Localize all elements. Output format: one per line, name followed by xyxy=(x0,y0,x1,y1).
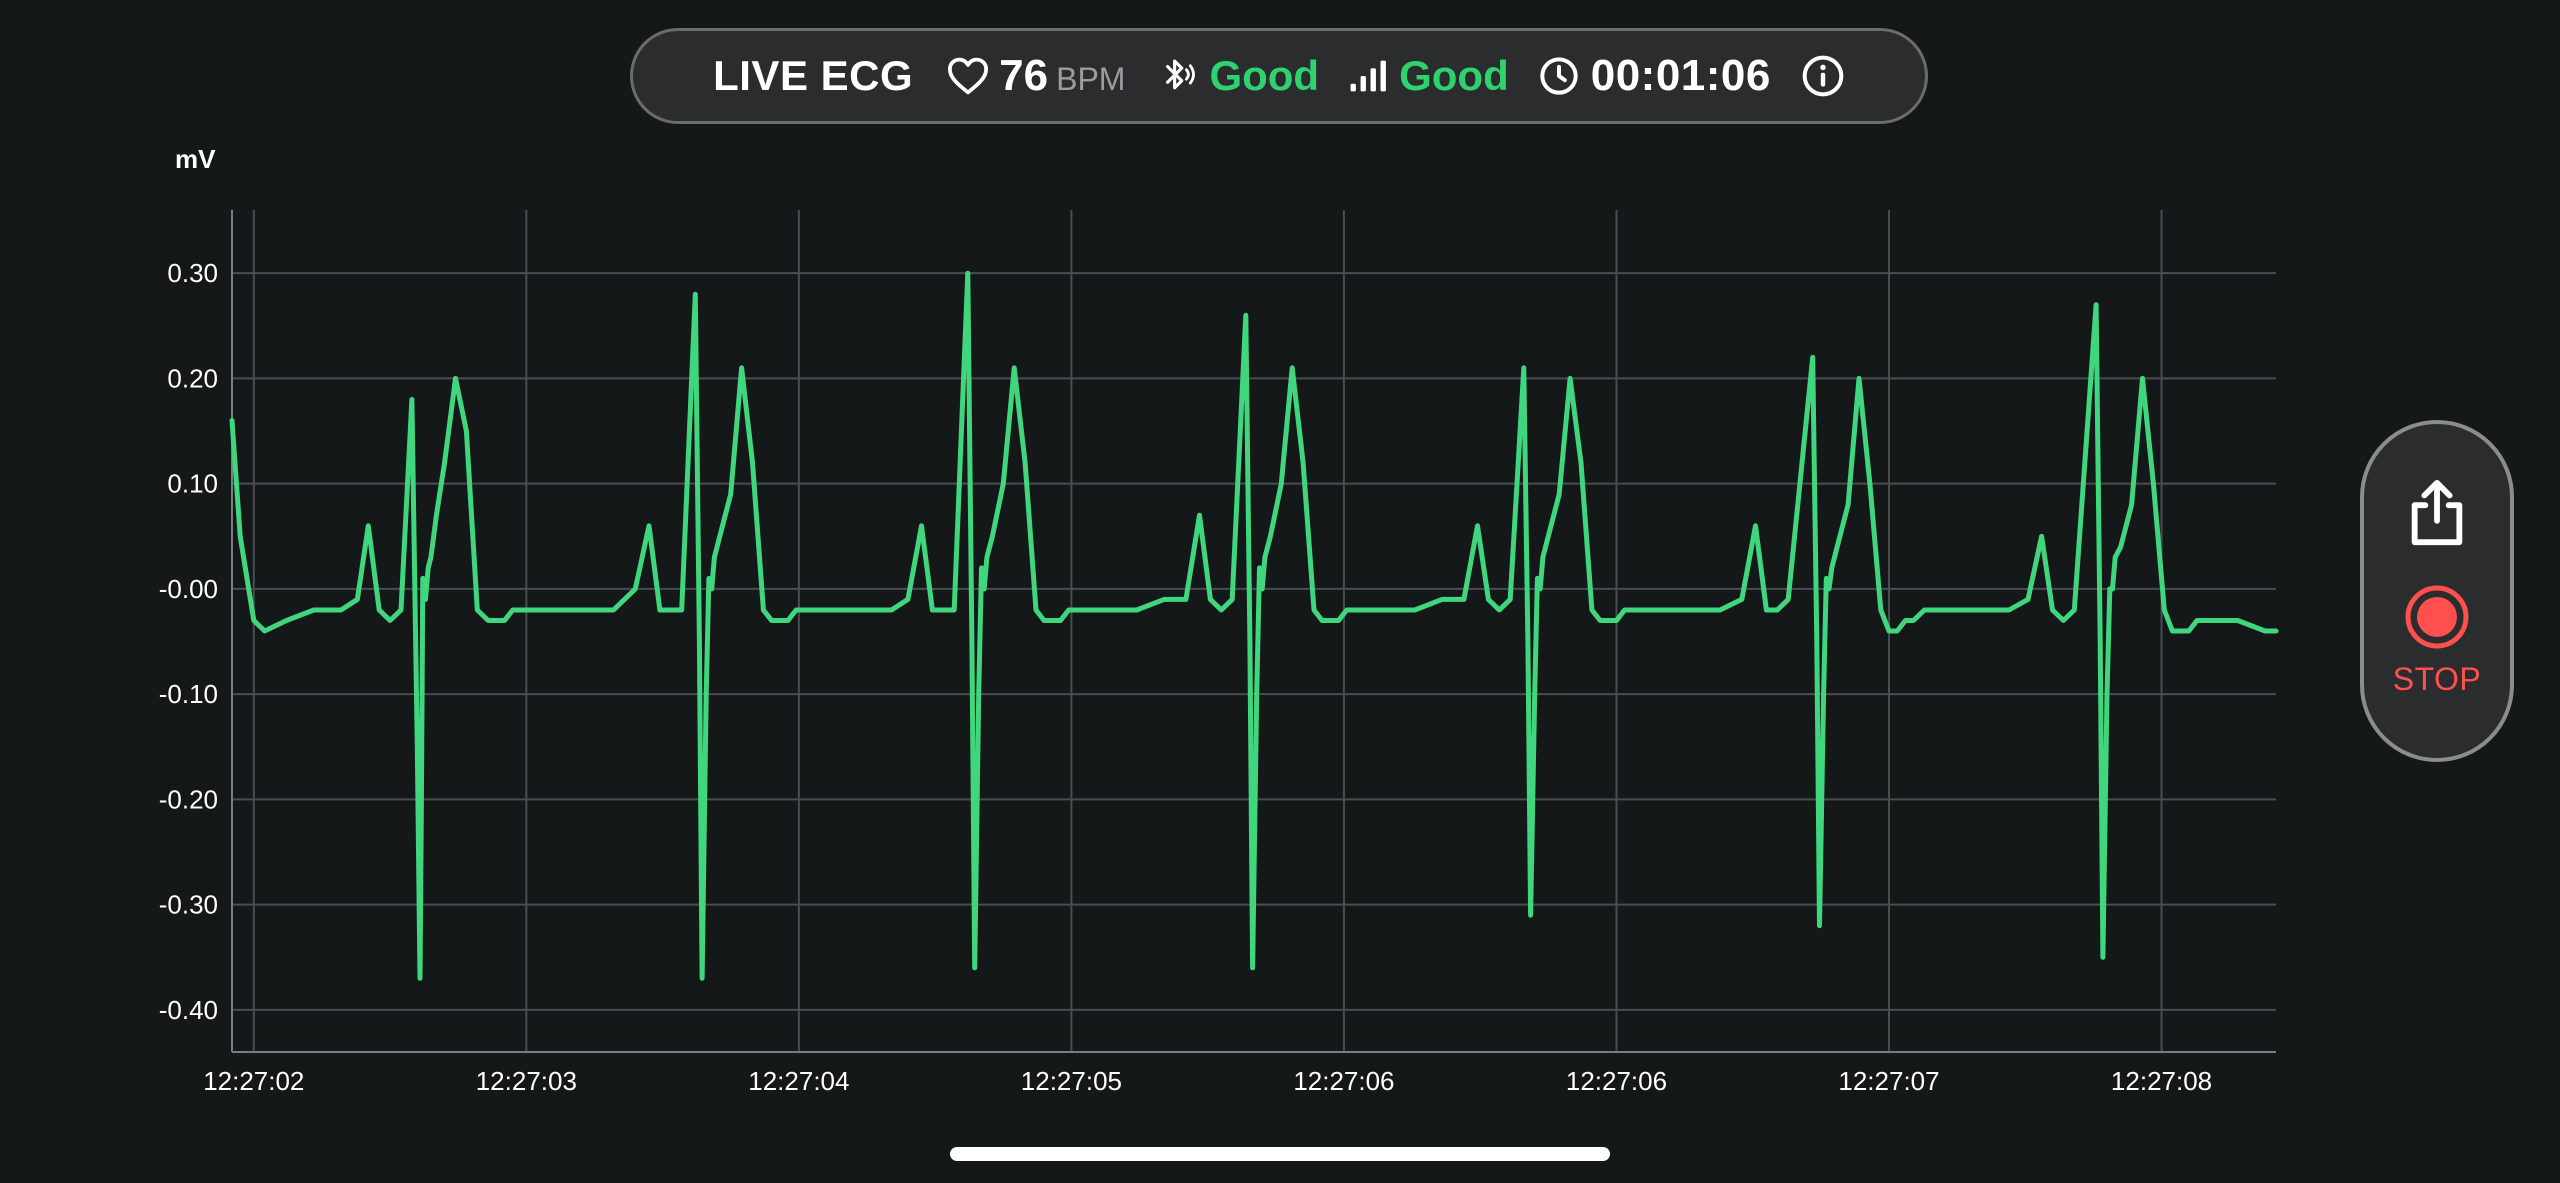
status-bar: LIVE ECG 76 BPM Good xyxy=(630,28,1928,124)
share-icon[interactable] xyxy=(2405,478,2469,553)
stop-recording-button[interactable]: STOP xyxy=(2393,584,2482,698)
y-tick-label: 0.20 xyxy=(167,363,218,393)
x-tick-label: 12:27:05 xyxy=(1021,1066,1122,1096)
bluetooth-status: Good xyxy=(1209,52,1320,99)
heart-icon xyxy=(947,57,989,95)
y-tick-label: -0.20 xyxy=(159,784,218,814)
x-axis-ticks: 12:27:02 12:27:03 12:27:04 12:27:05 12:27:06… xyxy=(203,1066,2212,1096)
screen-title: LIVE ECG xyxy=(713,52,914,99)
signal-bars-icon xyxy=(1349,57,1389,95)
y-axis-unit-label: mV xyxy=(175,144,216,174)
heart-rate-group: 76 BPM xyxy=(947,51,1125,101)
timer-group: 00:01:06 xyxy=(1539,51,1771,101)
x-tick-label: 12:27:06 xyxy=(1293,1066,1394,1096)
signal-group: Good xyxy=(1349,52,1509,100)
y-tick-label: 0.10 xyxy=(167,469,218,499)
x-tick-label: 12:27:06 xyxy=(1566,1066,1667,1096)
y-tick-label: -0.10 xyxy=(159,679,218,709)
y-tick-label: -0.30 xyxy=(159,890,218,920)
signal-status: Good xyxy=(1399,52,1509,99)
x-tick-label: 12:27:03 xyxy=(476,1066,577,1096)
info-icon[interactable] xyxy=(1801,54,1845,98)
bluetooth-icon xyxy=(1155,54,1199,98)
clock-icon xyxy=(1539,56,1579,96)
x-tick-label: 12:27:08 xyxy=(2111,1066,2212,1096)
share-button[interactable] xyxy=(2392,470,2482,560)
y-tick-label: 0.30 xyxy=(167,258,218,288)
heart-rate-unit: BPM xyxy=(1056,60,1126,97)
stop-record-icon[interactable] xyxy=(2404,584,2470,655)
x-tick-label: 12:27:02 xyxy=(203,1066,304,1096)
bluetooth-group: Good xyxy=(1155,52,1319,100)
heart-rate-value: 76 xyxy=(999,51,1049,100)
x-tick-label: 12:27:04 xyxy=(748,1066,849,1096)
elapsed-time: 00:01:06 xyxy=(1590,51,1771,100)
home-indicator[interactable] xyxy=(950,1147,1610,1161)
ecg-trace-line xyxy=(229,270,2279,981)
y-tick-label: -0.40 xyxy=(159,995,218,1025)
recording-controls: STOP xyxy=(2360,420,2514,762)
info-button[interactable] xyxy=(1801,54,1845,98)
y-tick-label: -0.00 xyxy=(159,574,218,604)
chart-grid xyxy=(232,210,2276,1052)
stop-label[interactable]: STOP xyxy=(2392,661,2482,697)
x-tick-label: 12:27:07 xyxy=(1838,1066,1939,1096)
y-axis-ticks: 0.30 0.20 0.10 -0.00 -0.10 -0.20 -0.30 -0.40 xyxy=(159,258,218,1025)
